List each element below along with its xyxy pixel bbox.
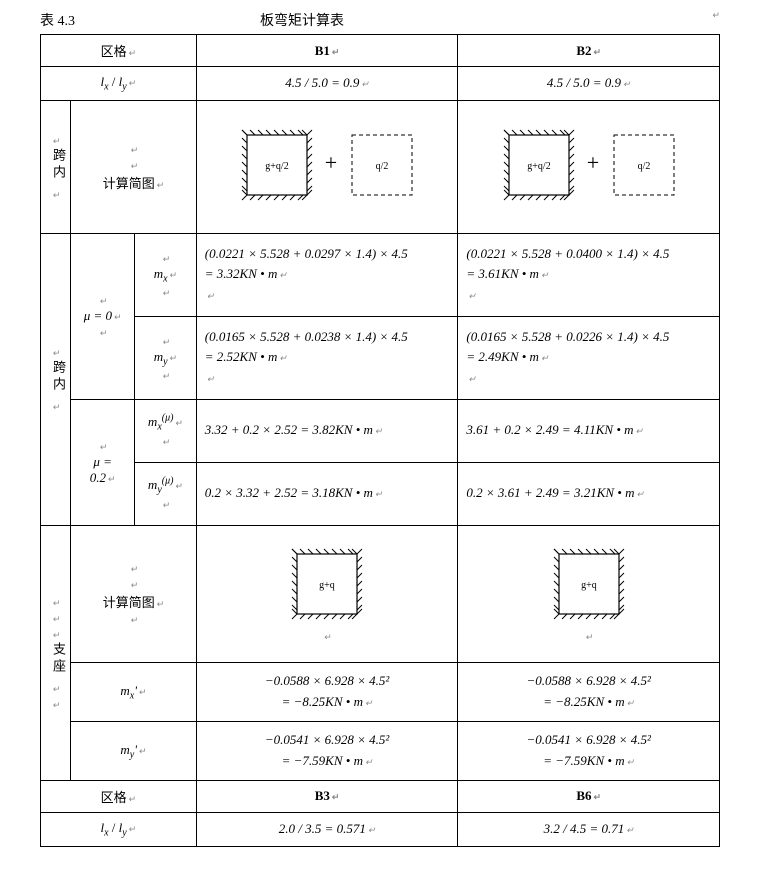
calc-diagram-label-1: ↵ ↵ 计算简图↵: [71, 100, 197, 233]
span-inner-label-1: ↵ 跨内 ↵: [41, 100, 71, 233]
table-number: 表 4.3: [40, 10, 260, 30]
header-b2: B2↵: [458, 35, 720, 67]
my-label: ↵ my↵ ↵: [135, 316, 197, 399]
support-diagram-row: ↵↵↵ 支座 ↵↵ ↵ ↵ 计算简图↵ ↵ g+q: [41, 525, 720, 662]
mymu-b1: 0.2 × 3.32 + 2.52 = 3.18KN • m↵: [196, 462, 458, 525]
ratio-b6: 3.2 / 4.5 = 0.71↵: [458, 812, 720, 846]
mxp-row: mx'↵ −0.0588 × 6.928 × 4.5² = −8.25KN • …: [41, 662, 720, 721]
span-diagram-row: ↵ 跨内 ↵ ↵ ↵ 计算简图↵: [41, 100, 720, 233]
diagram-b2-support: g+q ↵: [458, 525, 720, 662]
ratio-row: lx / ly↵ 4.5 / 5.0 = 0.9↵ 4.5 / 5.0 = 0.…: [41, 67, 720, 101]
plus-icon: +: [325, 150, 337, 175]
ratio-b2: 4.5 / 5.0 = 0.9↵: [458, 67, 720, 101]
mu0-label: ↵ μ = 0↵ ↵: [71, 233, 135, 399]
my-row: ↵ my↵ ↵ (0.0165 × 5.528 + 0.0238 × 1.4) …: [41, 316, 720, 399]
diag-label-q2: q/2: [376, 161, 389, 172]
ratio-b1: 4.5 / 5.0 = 0.9↵: [196, 67, 458, 101]
mxmu-b2: 3.61 + 0.2 × 2.49 = 4.11KN • m↵: [458, 399, 720, 462]
svg-text:g+q/2: g+q/2: [527, 161, 550, 172]
support-diagram-svg-b1: g+q: [282, 544, 372, 624]
my-b1: (0.0165 × 5.528 + 0.0238 × 1.4) × 4.5 = …: [196, 316, 458, 399]
span-diagram-svg-b2: g+q/2 + q/2: [494, 125, 684, 205]
svg-text:+: +: [586, 150, 598, 175]
moment-table: 区格↵ B1↵ B2↵ lx / ly↵ 4.5 / 5.0 = 0.9↵ 4.…: [40, 34, 720, 847]
header-row: 区格↵ B1↵ B2↵: [41, 35, 720, 67]
header-b1: B1↵: [196, 35, 458, 67]
ratio-label: lx / ly↵: [41, 67, 197, 101]
support-diagram-svg-b2: g+q: [544, 544, 634, 624]
svg-text:g+q: g+q: [581, 580, 597, 591]
mymu-row: my(μ)↵ ↵ 0.2 × 3.32 + 2.52 = 3.18KN • m↵…: [41, 462, 720, 525]
diagram-b1-span: g+q/2 + q/2: [196, 100, 458, 233]
table-title: 板弯矩计算表: [260, 10, 710, 30]
support-label: ↵↵↵ 支座 ↵↵: [41, 525, 71, 780]
table-caption: 表 4.3 板弯矩计算表 ↵: [40, 10, 720, 30]
header-b3: B3↵: [196, 780, 458, 812]
diagram-b1-support: g+q ↵: [196, 525, 458, 662]
mu02-label: ↵ μ = 0.2↵: [71, 399, 135, 525]
mx-b1: (0.0221 × 5.528 + 0.0297 × 1.4) × 4.5 = …: [196, 233, 458, 316]
mxmu-b1: 3.32 + 0.2 × 2.52 = 3.82KN • m↵: [196, 399, 458, 462]
ratio-label-2: lx / ly↵: [41, 812, 197, 846]
calc-diagram-label-2: ↵ ↵ 计算简图↵ ↵: [71, 525, 197, 662]
ratio-row-2: lx / ly↵ 2.0 / 3.5 = 0.571↵ 3.2 / 4.5 = …: [41, 812, 720, 846]
ratio-b3: 2.0 / 3.5 = 0.571↵: [196, 812, 458, 846]
header-b6: B6↵: [458, 780, 720, 812]
mxp-b1: −0.0588 × 6.928 × 4.5² = −8.25KN • m↵: [196, 662, 458, 721]
mymu-b2: 0.2 × 3.61 + 2.49 = 3.21KN • m↵: [458, 462, 720, 525]
myp-label: my'↵: [71, 721, 197, 780]
diag-label-gq: g+q: [319, 580, 335, 591]
myp-b2: −0.0541 × 6.928 × 4.5² = −7.59KN • m↵: [458, 721, 720, 780]
header-quge: 区格↵: [41, 35, 197, 67]
mx-label: ↵ mx↵ ↵: [135, 233, 197, 316]
svg-text:q/2: q/2: [637, 161, 650, 172]
mxp-b2: −0.0588 × 6.928 × 4.5² = −8.25KN • m↵: [458, 662, 720, 721]
span-diagram-svg-b1: g+q/2 + q/2: [232, 125, 422, 205]
crlf-mark: ↵: [712, 10, 720, 30]
span-inner-label-2: ↵ 跨内 ↵: [41, 233, 71, 525]
mx-row: ↵ 跨内 ↵ ↵ μ = 0↵ ↵ ↵ mx↵ ↵ (0.0221 × 5.52…: [41, 233, 720, 316]
mx-b2: (0.0221 × 5.528 + 0.0400 × 1.4) × 4.5 = …: [458, 233, 720, 316]
mxp-label: mx'↵: [71, 662, 197, 721]
diagram-b2-span: g+q/2 + q/2: [458, 100, 720, 233]
diag-label-gq2: g+q/2: [265, 161, 288, 172]
my-b2: (0.0165 × 5.528 + 0.0226 × 1.4) × 4.5 = …: [458, 316, 720, 399]
mxmu-row: ↵ μ = 0.2↵ mx(μ)↵ ↵ 3.32 + 0.2 × 2.52 = …: [41, 399, 720, 462]
myp-b1: −0.0541 × 6.928 × 4.5² = −7.59KN • m↵: [196, 721, 458, 780]
mxmu-label: mx(μ)↵ ↵: [135, 399, 197, 462]
myp-row: my'↵ −0.0541 × 6.928 × 4.5² = −7.59KN • …: [41, 721, 720, 780]
mymu-label: my(μ)↵ ↵: [135, 462, 197, 525]
header-row-2: 区格↵ B3↵ B6↵: [41, 780, 720, 812]
header-quge-2: 区格↵: [41, 780, 197, 812]
